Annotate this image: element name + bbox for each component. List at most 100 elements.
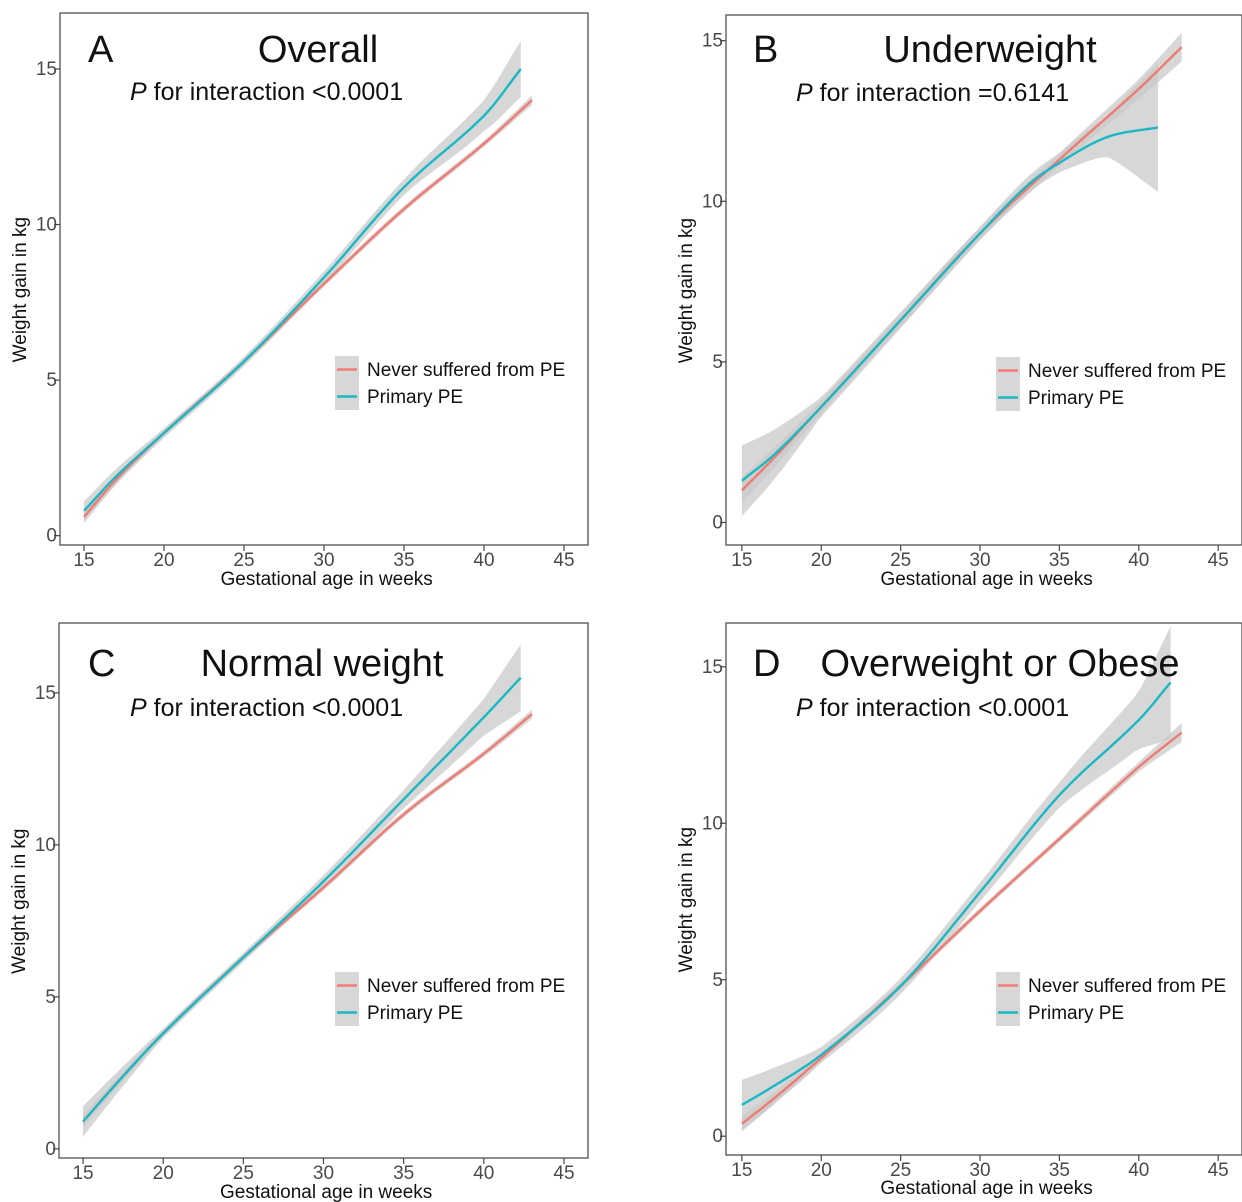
legend: Never suffered from PE Primary PE: [335, 972, 565, 1026]
x-axis-title: Gestational age in weeks: [220, 1182, 432, 1202]
ci-ribbon-primary-pe: [84, 41, 521, 521]
x-axis-title: Gestational age in weeks: [880, 1178, 1092, 1199]
panel-a: 15 20 25 30 35 40 45 0 5 10 15 Gestational age in w…: [10, 12, 589, 590]
annotation-p-italic: P: [796, 694, 813, 722]
y-tick-label: 10: [702, 813, 723, 834]
plot-frame: [725, 14, 1242, 546]
x-tick-label: 20: [811, 1160, 832, 1181]
series-line-never-pe: [741, 731, 1183, 1125]
x-tick-label: 35: [393, 550, 414, 571]
panel-title: Normal weight: [201, 643, 444, 685]
series-line-never-pe: [83, 99, 533, 518]
legend-label: Never suffered from PE: [367, 976, 565, 997]
ci-ribbon-never-pe: [83, 709, 532, 1128]
plot-frame: [725, 622, 1242, 1156]
y-tick-label: 5: [712, 970, 723, 991]
legend-label: Never suffered from PE: [1028, 361, 1226, 382]
x-tick-label: 45: [1208, 550, 1229, 571]
series-line-primary-pe: [741, 126, 1159, 482]
interaction-annotation: P for interaction =0.6141: [796, 79, 1069, 107]
x-tick-label: 40: [1128, 1160, 1149, 1181]
y-tick-label: 10: [702, 191, 723, 212]
x-tick-label: 20: [153, 1163, 174, 1184]
x-axis-title: Gestational age in weeks: [220, 569, 432, 590]
panel-letter: A: [88, 29, 114, 71]
x-tick-label: 25: [233, 1163, 254, 1184]
x-tick-label: 20: [153, 550, 174, 571]
legend-label: Primary PE: [1028, 388, 1124, 409]
series-line-primary-pe: [82, 676, 522, 1123]
annotation-p-italic: P: [130, 694, 147, 722]
y-tick-label: 0: [712, 513, 723, 534]
y-tick-label: 15: [702, 31, 723, 52]
legend: Never suffered from PE Primary PE: [996, 357, 1226, 411]
x-tick-label: 15: [73, 550, 94, 571]
annotation-p-italic: P: [796, 79, 813, 107]
x-tick-label: 45: [1208, 1160, 1229, 1181]
annotation-p-italic: P: [130, 78, 147, 106]
x-tick-label: 20: [811, 550, 832, 571]
annotation-text: for interaction <0.0001: [147, 694, 403, 722]
legend: Never suffered from PE Primary PE: [335, 356, 565, 410]
x-tick-label: 25: [233, 550, 254, 571]
x-tick-label: 40: [1128, 550, 1149, 571]
panel-letter: D: [753, 643, 780, 685]
ci-ribbon-primary-pe: [741, 63, 1158, 517]
y-tick-label: 0: [712, 1126, 723, 1147]
y-tick-label: 5: [46, 370, 57, 391]
y-tick-label: 15: [36, 59, 57, 80]
x-axis-title: Gestational age in weeks: [880, 569, 1092, 590]
panel-d: 15 20 25 30 35 40 45 0 5 10 15 Gestational age in w…: [676, 622, 1242, 1199]
y-tick-label: 10: [36, 215, 57, 236]
x-tick-label: 25: [890, 1160, 911, 1181]
ci-ribbon-never-pe: [84, 95, 532, 524]
y-tick-label: 5: [45, 987, 56, 1008]
x-tick-label: 40: [473, 1163, 494, 1184]
annotation-text: for interaction <0.0001: [147, 78, 403, 106]
panel-title: Overweight or Obese: [820, 643, 1179, 685]
legend-label: Never suffered from PE: [1028, 976, 1226, 997]
x-tick-label: 30: [969, 550, 990, 571]
interaction-annotation: P for interaction <0.0001: [130, 694, 403, 722]
annotation-text: for interaction =0.6141: [813, 79, 1069, 107]
y-axis-title: Weight gain in kg: [9, 828, 30, 973]
legend: Never suffered from PE Primary PE: [996, 972, 1226, 1026]
interaction-annotation: P for interaction <0.0001: [130, 78, 403, 106]
annotation-text: for interaction <0.0001: [813, 694, 1069, 722]
x-tick-label: 35: [393, 1163, 414, 1184]
x-tick-label: 15: [72, 1163, 93, 1184]
panel-title: Underweight: [883, 29, 1097, 71]
panel-b: 15 20 25 30 35 40 45 0 5 10 15 Gestational age in w…: [676, 14, 1242, 590]
y-axis-title: Weight gain in kg: [10, 217, 31, 362]
y-tick-label: 15: [35, 683, 56, 704]
x-tick-label: 15: [731, 550, 752, 571]
x-tick-label: 30: [313, 1163, 334, 1184]
series-line-primary-pe: [741, 681, 1172, 1106]
x-tick-label: 25: [890, 550, 911, 571]
y-tick-label: 10: [35, 835, 56, 856]
interaction-annotation: P for interaction <0.0001: [796, 694, 1069, 722]
x-tick-label: 45: [553, 550, 574, 571]
y-tick-label: 5: [712, 352, 723, 373]
series-line-never-pe: [82, 713, 533, 1123]
series-line-primary-pe: [83, 68, 522, 512]
y-tick-label: 15: [702, 657, 723, 678]
x-tick-label: 35: [1049, 550, 1070, 571]
x-tick-label: 45: [553, 1163, 574, 1184]
legend-label: Primary PE: [367, 1003, 463, 1024]
y-tick-label: 0: [45, 1139, 56, 1160]
legend-label: Primary PE: [1028, 1003, 1124, 1024]
y-axis-title: Weight gain in kg: [676, 827, 697, 972]
x-tick-label: 30: [969, 1160, 990, 1181]
panel-title: Overall: [258, 29, 378, 71]
x-tick-label: 40: [473, 550, 494, 571]
legend-label: Never suffered from PE: [367, 360, 565, 381]
y-tick-label: 0: [46, 526, 57, 547]
panel-letter: B: [753, 29, 778, 71]
y-axis-title: Weight gain in kg: [676, 218, 697, 363]
x-tick-label: 30: [313, 550, 334, 571]
panel-letter: C: [88, 643, 115, 685]
x-tick-label: 15: [731, 1160, 752, 1181]
panel-c: 15 20 25 30 35 40 45 0 5 10 15 Gestational age in w…: [9, 622, 589, 1202]
